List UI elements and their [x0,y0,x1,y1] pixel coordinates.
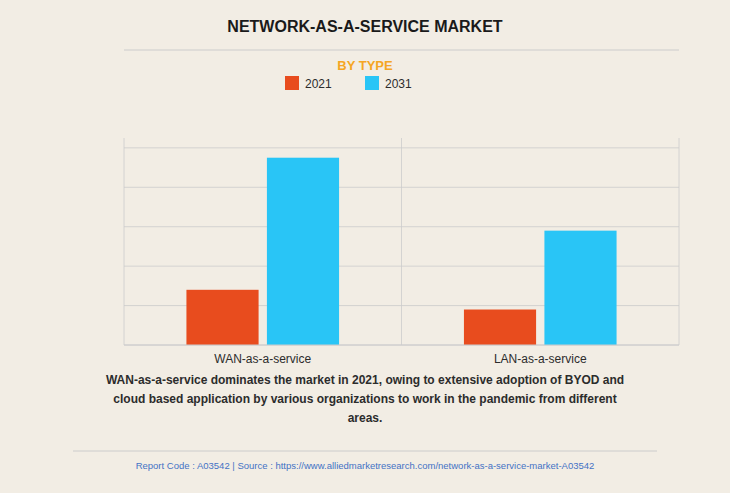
bar [267,158,339,345]
bar [186,290,258,345]
separator [679,138,680,345]
separator [124,138,125,345]
x-tick-label: LAN-as-a-service [494,352,587,366]
legend: 2021 2031 [285,76,412,91]
chart: NETWORK-AS-A-SERVICE MARKETBY TYPE202120… [0,0,730,493]
legend-swatch [365,76,379,90]
footer: Report Code : A03542 | Source : https://… [136,460,595,471]
legend-label: 2031 [385,77,412,91]
annotation: WAN-as-a-service dominates the market in… [106,373,624,425]
annotation-line: areas. [348,411,383,425]
separator [401,138,402,345]
bar [544,231,616,345]
annotation-line: WAN-as-a-service dominates the market in… [106,373,624,387]
title-rule [124,50,679,51]
footer-rule [73,451,657,452]
subtitle: BY TYPE [337,58,393,73]
legend-swatch [285,76,299,90]
grid-line [124,345,679,346]
x-axis [124,345,679,346]
x-tick-label: WAN-as-a-service [214,352,311,366]
legend-label: 2021 [305,77,332,91]
annotation-line: cloud based application by various organ… [113,392,616,406]
bars [186,158,616,345]
title: NETWORK-AS-A-SERVICE MARKET [227,18,502,35]
background [0,0,730,493]
bar [464,310,536,345]
